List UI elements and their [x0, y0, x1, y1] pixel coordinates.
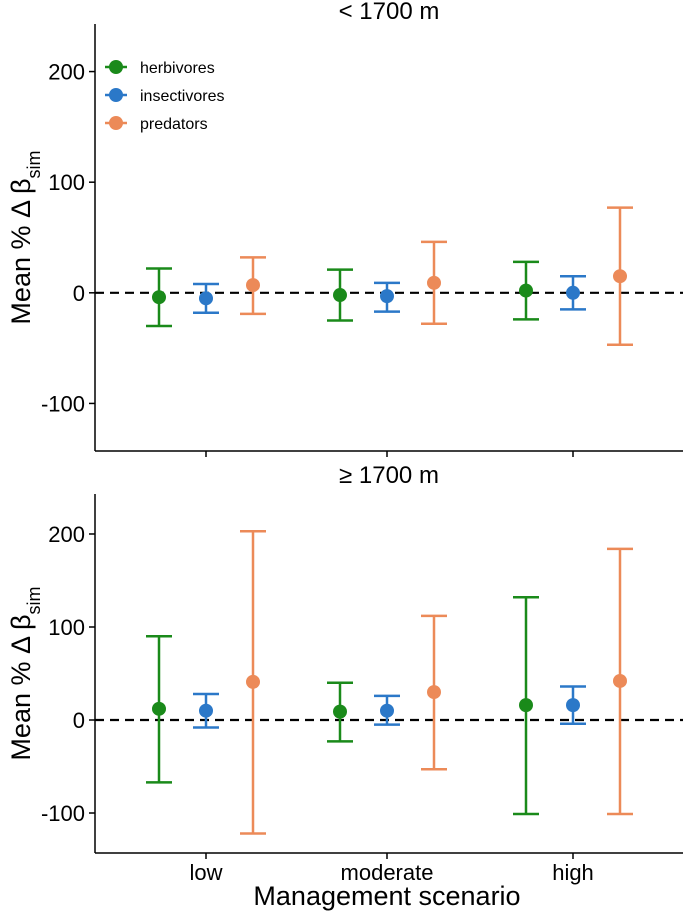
panel-title: < 1700 m [339, 0, 440, 25]
x-tick-label-low: low [189, 860, 222, 885]
point-predators [613, 269, 627, 284]
y-tick-label: -100 [41, 801, 85, 826]
y-tick-label: 200 [48, 60, 85, 85]
point-herbivores [519, 283, 533, 298]
y-tick-label: 0 [73, 708, 85, 733]
legend-label-herbivores: herbivores [140, 60, 215, 77]
legend-key-point-predators [109, 116, 123, 130]
y-axis-title: Mean % Δ βsim [6, 150, 44, 324]
legend-key-point-herbivores [109, 60, 123, 74]
point-herbivores [333, 704, 347, 719]
point-insectivores [380, 703, 394, 718]
y-tick-label: -100 [41, 391, 85, 416]
x-tick-label-high: high [552, 860, 594, 885]
point-insectivores [199, 291, 213, 306]
point-herbivores [519, 698, 533, 713]
legend-label-insectivores: insectivores [140, 88, 224, 105]
point-herbivores [152, 701, 166, 716]
y-tick-label: 100 [48, 615, 85, 640]
legend-key-point-insectivores [109, 88, 123, 102]
y-tick-label: 0 [73, 281, 85, 306]
point-insectivores [566, 698, 580, 713]
point-herbivores [333, 288, 347, 303]
panel-title: ≥ 1700 m [339, 462, 439, 489]
y-tick-label: 200 [48, 522, 85, 547]
point-predators [246, 674, 260, 689]
point-insectivores [380, 289, 394, 304]
panel-at-or-above-1700m: ≥ 1700 m -100 0 100 200 Mean % Δ βsim [6, 462, 683, 859]
panel-below-1700m: < 1700 m -100 0 100 200 Mean % Δ βsim [6, 0, 683, 457]
y-axis-title: Mean % Δ βsim [6, 586, 44, 760]
point-insectivores [566, 285, 580, 300]
point-herbivores [152, 290, 166, 305]
y-tick-label: 100 [48, 170, 85, 195]
point-predators [427, 685, 441, 700]
point-insectivores [199, 703, 213, 718]
legend-label-predators: predators [140, 116, 208, 133]
point-predators [613, 673, 627, 688]
point-predators [246, 278, 260, 293]
point-predators [427, 275, 441, 290]
x-axis-title: Management scenario [253, 881, 520, 911]
legend: herbivores insectivores predators [105, 60, 224, 133]
x-axis: low moderate high [189, 860, 593, 885]
x-tick-label-moderate: moderate [341, 860, 434, 885]
